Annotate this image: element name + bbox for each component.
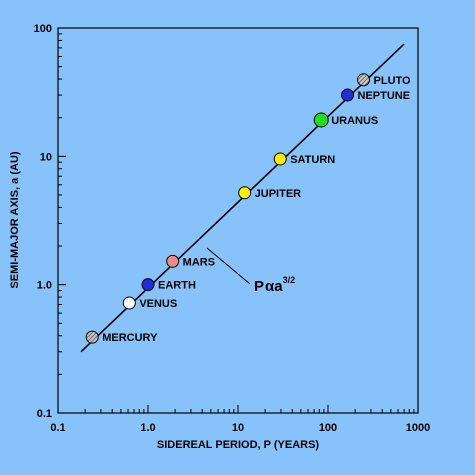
kepler-law-annotation: Pαa3/2 [206,247,295,295]
x-tick-label: 10 [232,422,244,434]
axes: 0.1 1.0 10 100 1000 0.1 1.0 10 100 [34,23,431,434]
point-neptune [341,88,355,102]
point-uranus [313,112,329,128]
point-jupiter [238,186,252,200]
annotation-symbol: α [265,278,275,295]
point-pluto [357,73,371,87]
x-axis-title: SIDEREAL PERIOD, P (YEARS) [157,439,320,451]
point-venus [122,296,136,310]
y-axis-title: SEMI-MAJOR AXIS, a (AU) [9,151,21,288]
label-venus: VENUS [139,298,177,310]
point-earth [141,278,155,292]
annotation-base: P [254,278,264,295]
point-mercury [85,330,99,344]
y-tick-label: 100 [34,23,52,35]
y-tick-label: 1.0 [37,280,52,292]
label-saturn: SATURN [290,154,335,166]
x-tick-label: 1000 [406,422,430,434]
y-tick-label: 0.1 [37,408,52,420]
x-tick-label: 100 [319,422,337,434]
annotation-exponent: 3/2 [283,275,296,285]
point-mars [166,254,180,268]
label-pluto: PLUTO [374,75,412,87]
annotation-leader-line [206,247,251,285]
label-jupiter: JUPITER [255,188,302,200]
x-tick-label: 0.1 [50,422,65,434]
x-tick-label: 1.0 [140,422,155,434]
label-earth: EARTH [158,280,196,292]
svg-text:Pαa3/2: Pαa3/2 [254,275,295,295]
y-tick-label: 10 [40,151,52,163]
annotation-var: a [274,278,283,295]
planet-points [85,73,371,344]
label-mercury: MERCURY [102,332,158,344]
label-uranus: URANUS [331,115,378,127]
label-mars: MARS [183,256,215,268]
point-saturn [273,152,287,166]
label-neptune: NEPTUNE [358,90,411,102]
planet-labels: MERCURY VENUS EARTH MARS JUPITER SATURN URANUS… [102,75,411,344]
